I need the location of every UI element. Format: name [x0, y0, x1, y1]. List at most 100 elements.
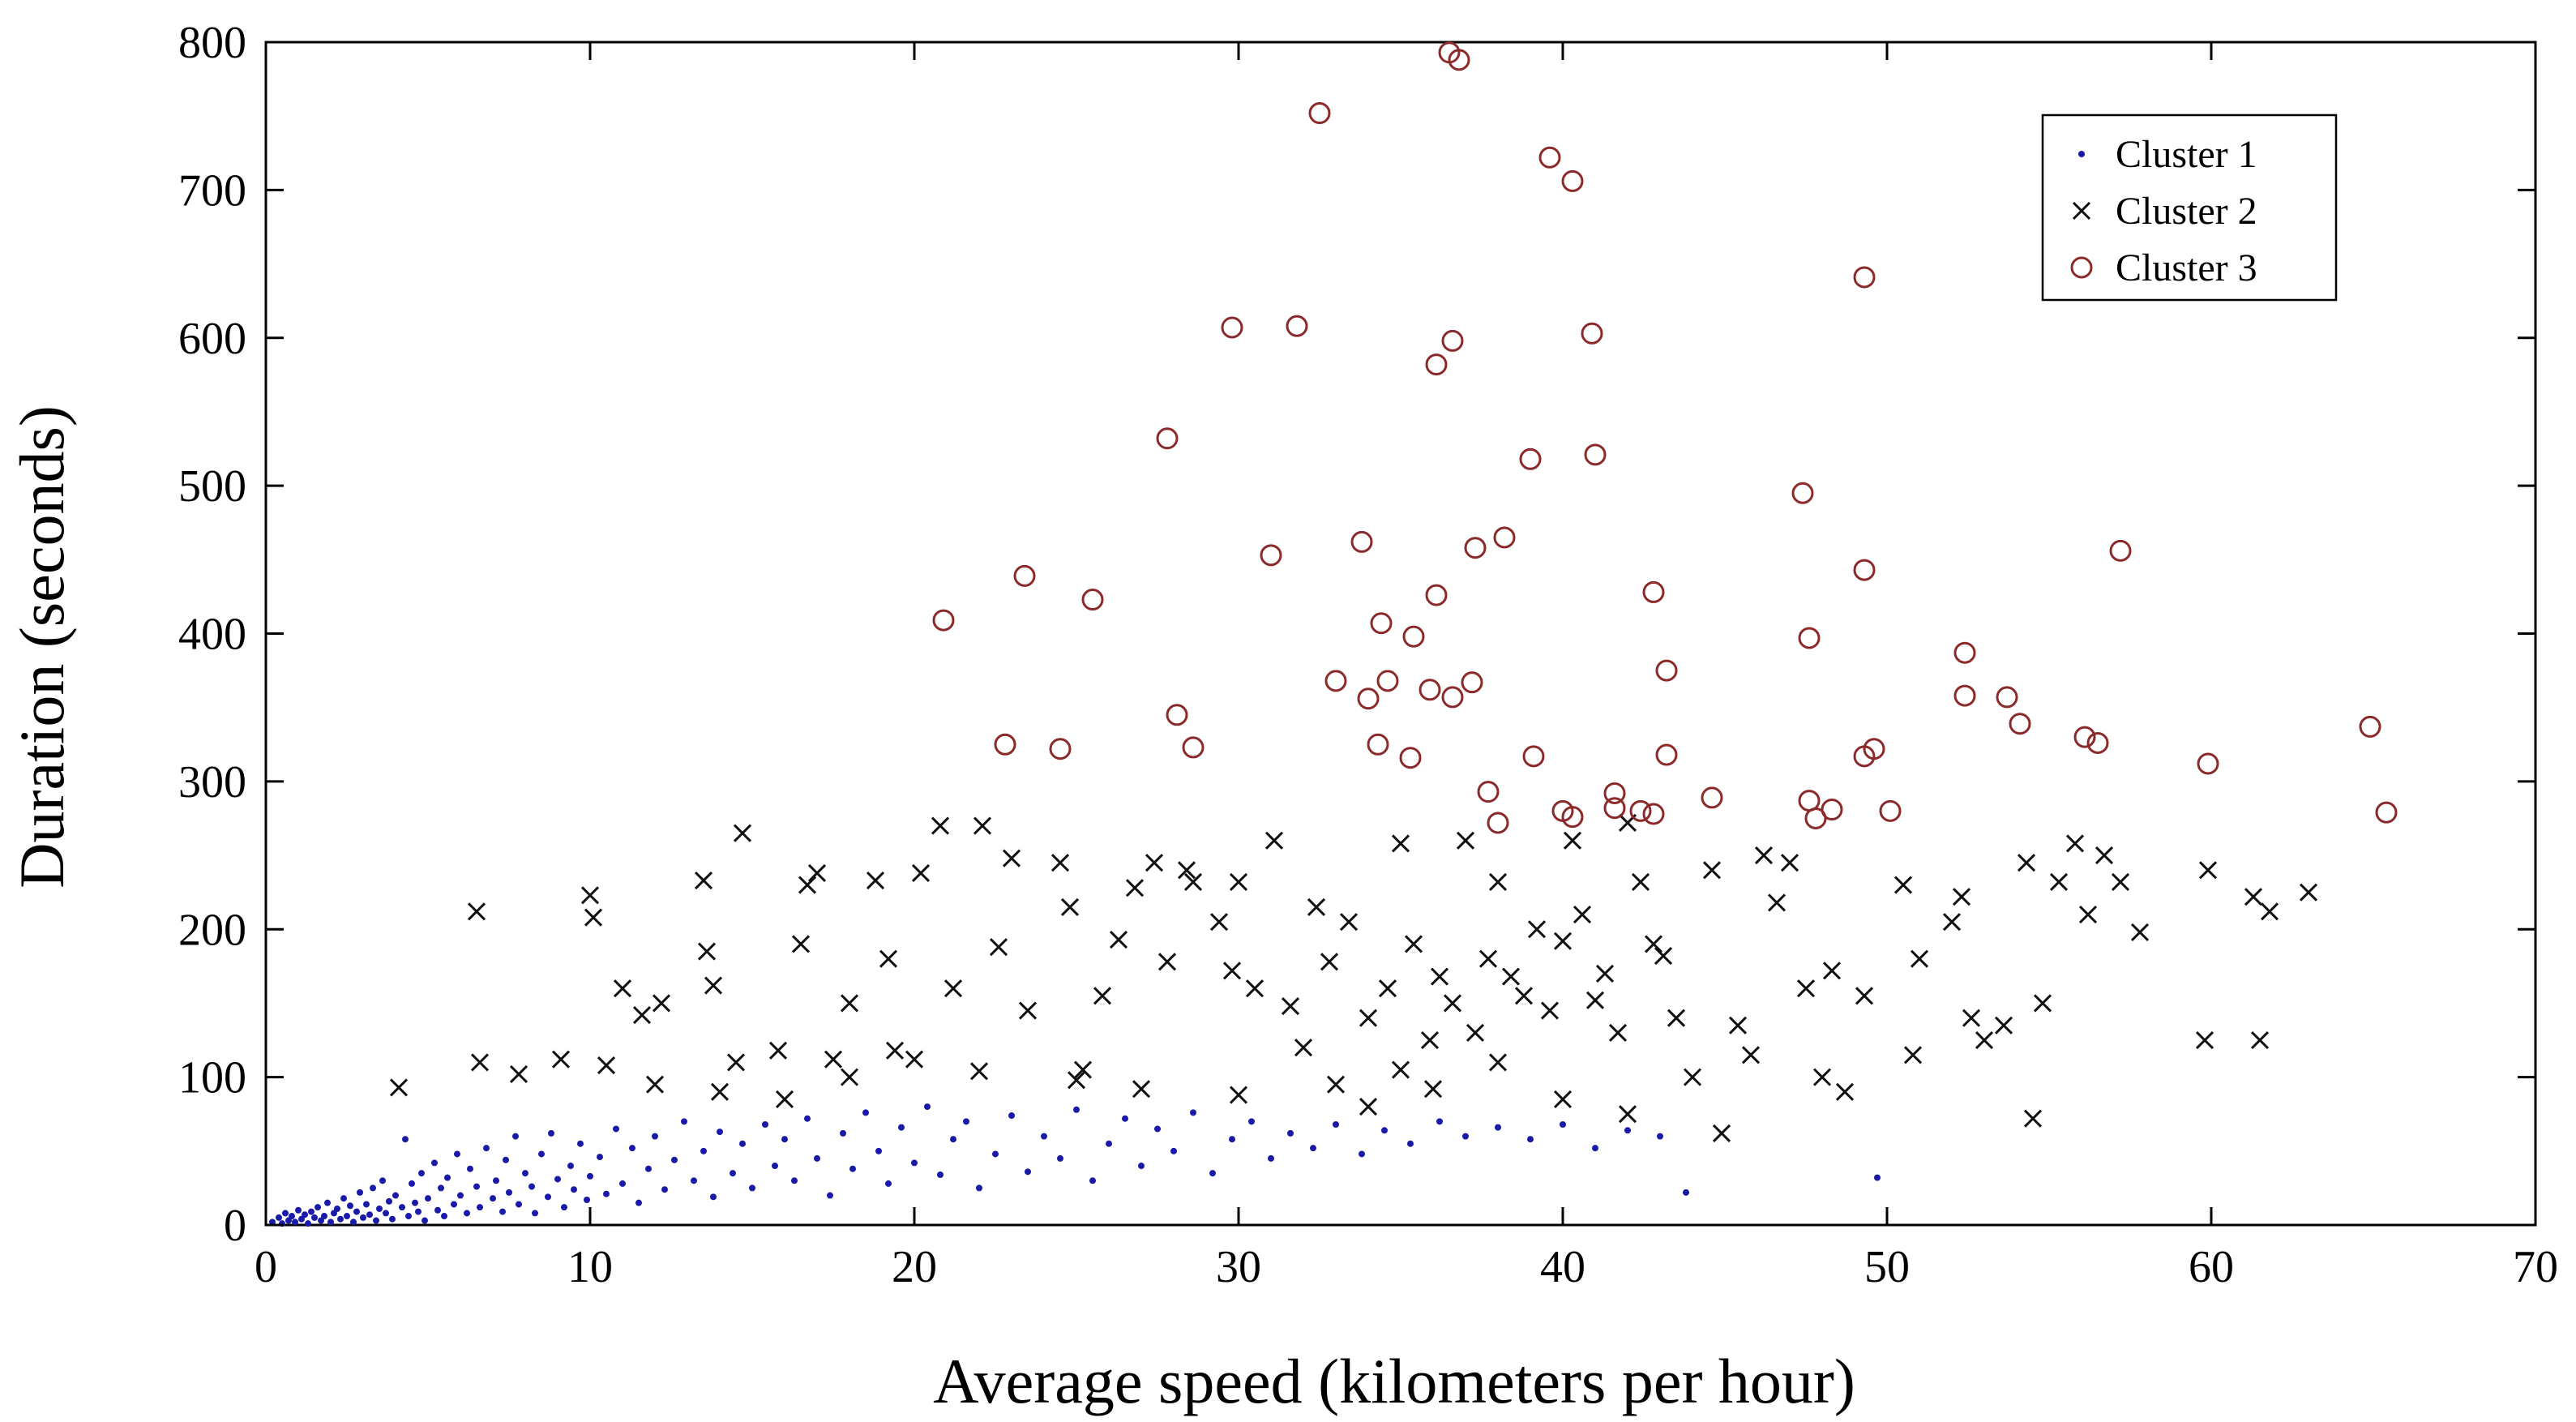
- data-point: [629, 1145, 635, 1152]
- data-point: [1561, 806, 1584, 829]
- data-point: [1359, 1009, 1378, 1027]
- data-point: [1855, 987, 1874, 1005]
- data-point: [613, 979, 632, 998]
- data-point: [1041, 1133, 1047, 1140]
- data-point: [619, 1180, 626, 1187]
- data-point: [1423, 1080, 1443, 1099]
- data-point: [1106, 1140, 1112, 1147]
- data-point: [824, 1050, 843, 1069]
- data-point: [1553, 932, 1573, 950]
- data-point: [1145, 854, 1164, 872]
- data-point: [331, 1210, 337, 1217]
- legend-marker: [2072, 201, 2091, 221]
- data-point: [645, 1165, 652, 1172]
- data-point: [360, 1214, 366, 1221]
- x-tick-label: 70: [2513, 1242, 2558, 1292]
- series-cluster-3: [932, 41, 2398, 834]
- data-point: [2009, 713, 2031, 735]
- data-point: [1407, 1140, 1414, 1147]
- data-point: [1002, 849, 1021, 867]
- data-point: [571, 1186, 577, 1193]
- data-point: [434, 1206, 441, 1214]
- data-point: [2033, 994, 2052, 1013]
- data-point: [561, 1204, 567, 1211]
- data-point: [944, 979, 963, 998]
- data-point: [490, 1195, 496, 1202]
- data-point: [538, 1150, 545, 1158]
- data-point: [2023, 1109, 2043, 1128]
- data-point: [516, 1201, 522, 1208]
- data-point: [1391, 1060, 1410, 1079]
- data-point: [1018, 1001, 1038, 1020]
- data-point: [1190, 1109, 1196, 1116]
- data-point: [992, 1150, 999, 1158]
- data-point: [645, 1075, 665, 1094]
- data-point: [905, 1050, 924, 1069]
- data-point: [311, 1214, 318, 1221]
- data-point: [298, 1215, 305, 1223]
- data-point: [324, 1199, 331, 1206]
- data-point: [1780, 854, 1799, 872]
- x-tick-label: 20: [892, 1242, 937, 1292]
- data-point: [661, 1186, 668, 1193]
- data-point: [1268, 1154, 1274, 1162]
- data-point: [1501, 967, 1521, 986]
- data-point: [1657, 1133, 1663, 1140]
- data-point: [1514, 987, 1534, 1005]
- data-point: [1441, 329, 1464, 352]
- data-point: [1522, 745, 1545, 768]
- data-point: [1667, 1009, 1686, 1027]
- data-point: [1419, 679, 1441, 701]
- data-point: [1631, 872, 1650, 891]
- data-point: [366, 1211, 373, 1219]
- legend-marker: [2078, 151, 2085, 157]
- data-point: [1378, 979, 1397, 998]
- data-point: [1286, 315, 1308, 337]
- data-point: [911, 1159, 918, 1167]
- data-point: [1339, 913, 1359, 932]
- data-point: [1821, 799, 1843, 821]
- data-point: [1081, 589, 1104, 611]
- data-point: [1425, 584, 1448, 606]
- data-point: [1563, 831, 1582, 850]
- data-point: [1456, 831, 1475, 850]
- data-point: [1493, 526, 1516, 549]
- data-point: [1642, 803, 1665, 825]
- data-point: [1952, 888, 1971, 906]
- data-point: [522, 1170, 528, 1177]
- data-point: [1381, 1127, 1388, 1134]
- data-point: [1245, 979, 1264, 998]
- data-point: [1310, 1145, 1316, 1152]
- data-point: [340, 1195, 347, 1202]
- data-point: [879, 949, 898, 968]
- data-point: [937, 1171, 944, 1178]
- data-point: [2049, 872, 2069, 891]
- data-point: [1683, 1068, 1702, 1086]
- data-point: [652, 1133, 658, 1140]
- y-axis-title: Duration (seconds): [6, 405, 77, 889]
- data-point: [421, 1217, 428, 1224]
- data-point: [1308, 102, 1331, 125]
- data-point: [1359, 1098, 1378, 1116]
- data-point: [1370, 612, 1393, 635]
- data-point: [2073, 726, 2096, 748]
- data-point: [441, 1213, 447, 1220]
- data-point: [1561, 169, 1584, 192]
- data-point: [827, 1192, 833, 1199]
- data-point: [512, 1133, 519, 1140]
- data-point: [1008, 1112, 1015, 1120]
- data-point: [409, 1180, 415, 1187]
- data-point: [791, 1177, 798, 1184]
- data-point: [1812, 1068, 1832, 1086]
- data-point: [464, 1210, 470, 1217]
- data-point: [1754, 846, 1774, 865]
- data-point: [315, 1204, 321, 1211]
- data-point: [418, 1170, 425, 1177]
- x-axis-title: Average speed (kilometers per hour): [933, 1346, 1855, 1416]
- data-point: [613, 1125, 619, 1133]
- data-point: [551, 1050, 571, 1069]
- data-point: [2130, 923, 2150, 941]
- data-point: [804, 1115, 811, 1122]
- data-point: [1595, 964, 1615, 983]
- data-point: [344, 1213, 350, 1220]
